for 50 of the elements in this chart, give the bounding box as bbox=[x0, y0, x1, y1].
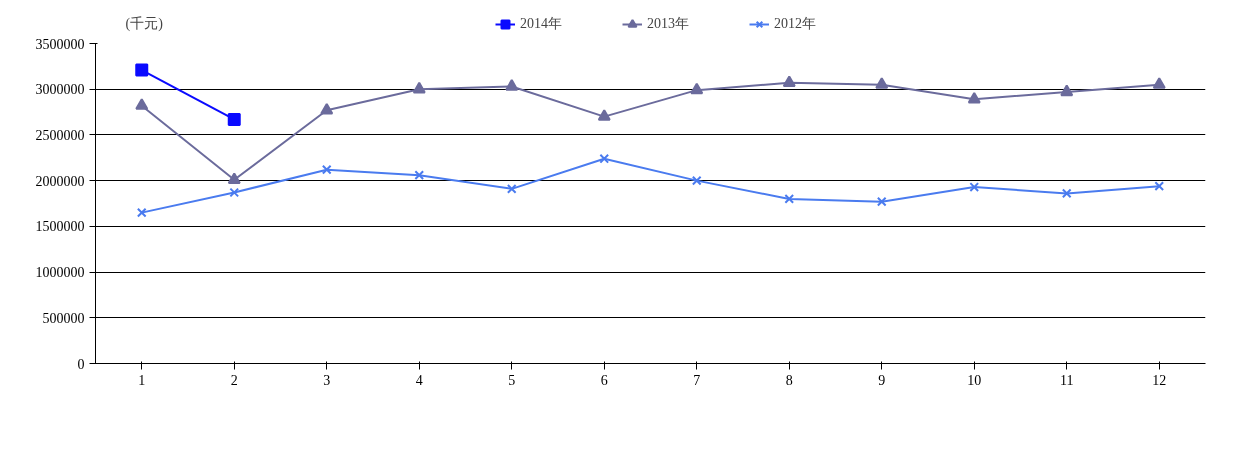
legend-label: 2013年 bbox=[647, 15, 689, 33]
x-tick-label: 5 bbox=[508, 372, 516, 388]
x-tick-label: 3 bbox=[323, 372, 331, 388]
legend-label: 2012年 bbox=[774, 15, 816, 33]
point bbox=[1152, 77, 1166, 89]
point bbox=[506, 183, 517, 194]
y-tick-label: 0 bbox=[77, 356, 85, 372]
point bbox=[136, 207, 147, 218]
point bbox=[876, 196, 887, 207]
y-tick-label: 1500000 bbox=[35, 219, 85, 235]
y-axis-title: (千元) bbox=[125, 15, 164, 32]
point bbox=[227, 112, 241, 126]
point bbox=[1061, 188, 1072, 199]
point bbox=[227, 172, 241, 184]
x-tick-label: 11 bbox=[1060, 372, 1074, 388]
x-tick-label: 10 bbox=[967, 372, 982, 388]
x-tick-label: 12 bbox=[1152, 372, 1167, 388]
point bbox=[599, 153, 610, 164]
point bbox=[135, 98, 149, 110]
point bbox=[1060, 84, 1074, 97]
x-tick-label: 2 bbox=[230, 372, 238, 388]
point bbox=[691, 175, 702, 186]
x-tick-label: 1 bbox=[138, 372, 146, 388]
x-tick-label: 8 bbox=[785, 372, 793, 388]
x-tick-label: 4 bbox=[415, 372, 423, 388]
point bbox=[690, 82, 704, 95]
point bbox=[597, 109, 611, 121]
y-tick-label: 1000000 bbox=[35, 265, 85, 281]
point bbox=[1154, 181, 1165, 192]
x-tick-label: 9 bbox=[878, 372, 886, 388]
point bbox=[321, 164, 332, 175]
y-tick-label: 2500000 bbox=[35, 127, 85, 143]
point bbox=[135, 63, 149, 77]
y-tick-label: 500000 bbox=[42, 310, 85, 326]
point bbox=[320, 102, 334, 115]
point bbox=[969, 182, 980, 192]
x-tick-label: 6 bbox=[600, 372, 608, 388]
point bbox=[967, 91, 981, 104]
y-tick-label: 3000000 bbox=[35, 82, 85, 98]
point bbox=[414, 170, 425, 181]
y-tick-label: 3500000 bbox=[35, 36, 85, 52]
point bbox=[875, 77, 889, 89]
point bbox=[505, 79, 519, 91]
point bbox=[784, 194, 795, 204]
point bbox=[412, 81, 426, 94]
point bbox=[229, 187, 240, 198]
legend-label: 2014年 bbox=[520, 15, 562, 33]
point bbox=[782, 75, 796, 87]
y-tick-label: 2000000 bbox=[35, 173, 85, 189]
x-tick-label: 7 bbox=[693, 372, 701, 388]
